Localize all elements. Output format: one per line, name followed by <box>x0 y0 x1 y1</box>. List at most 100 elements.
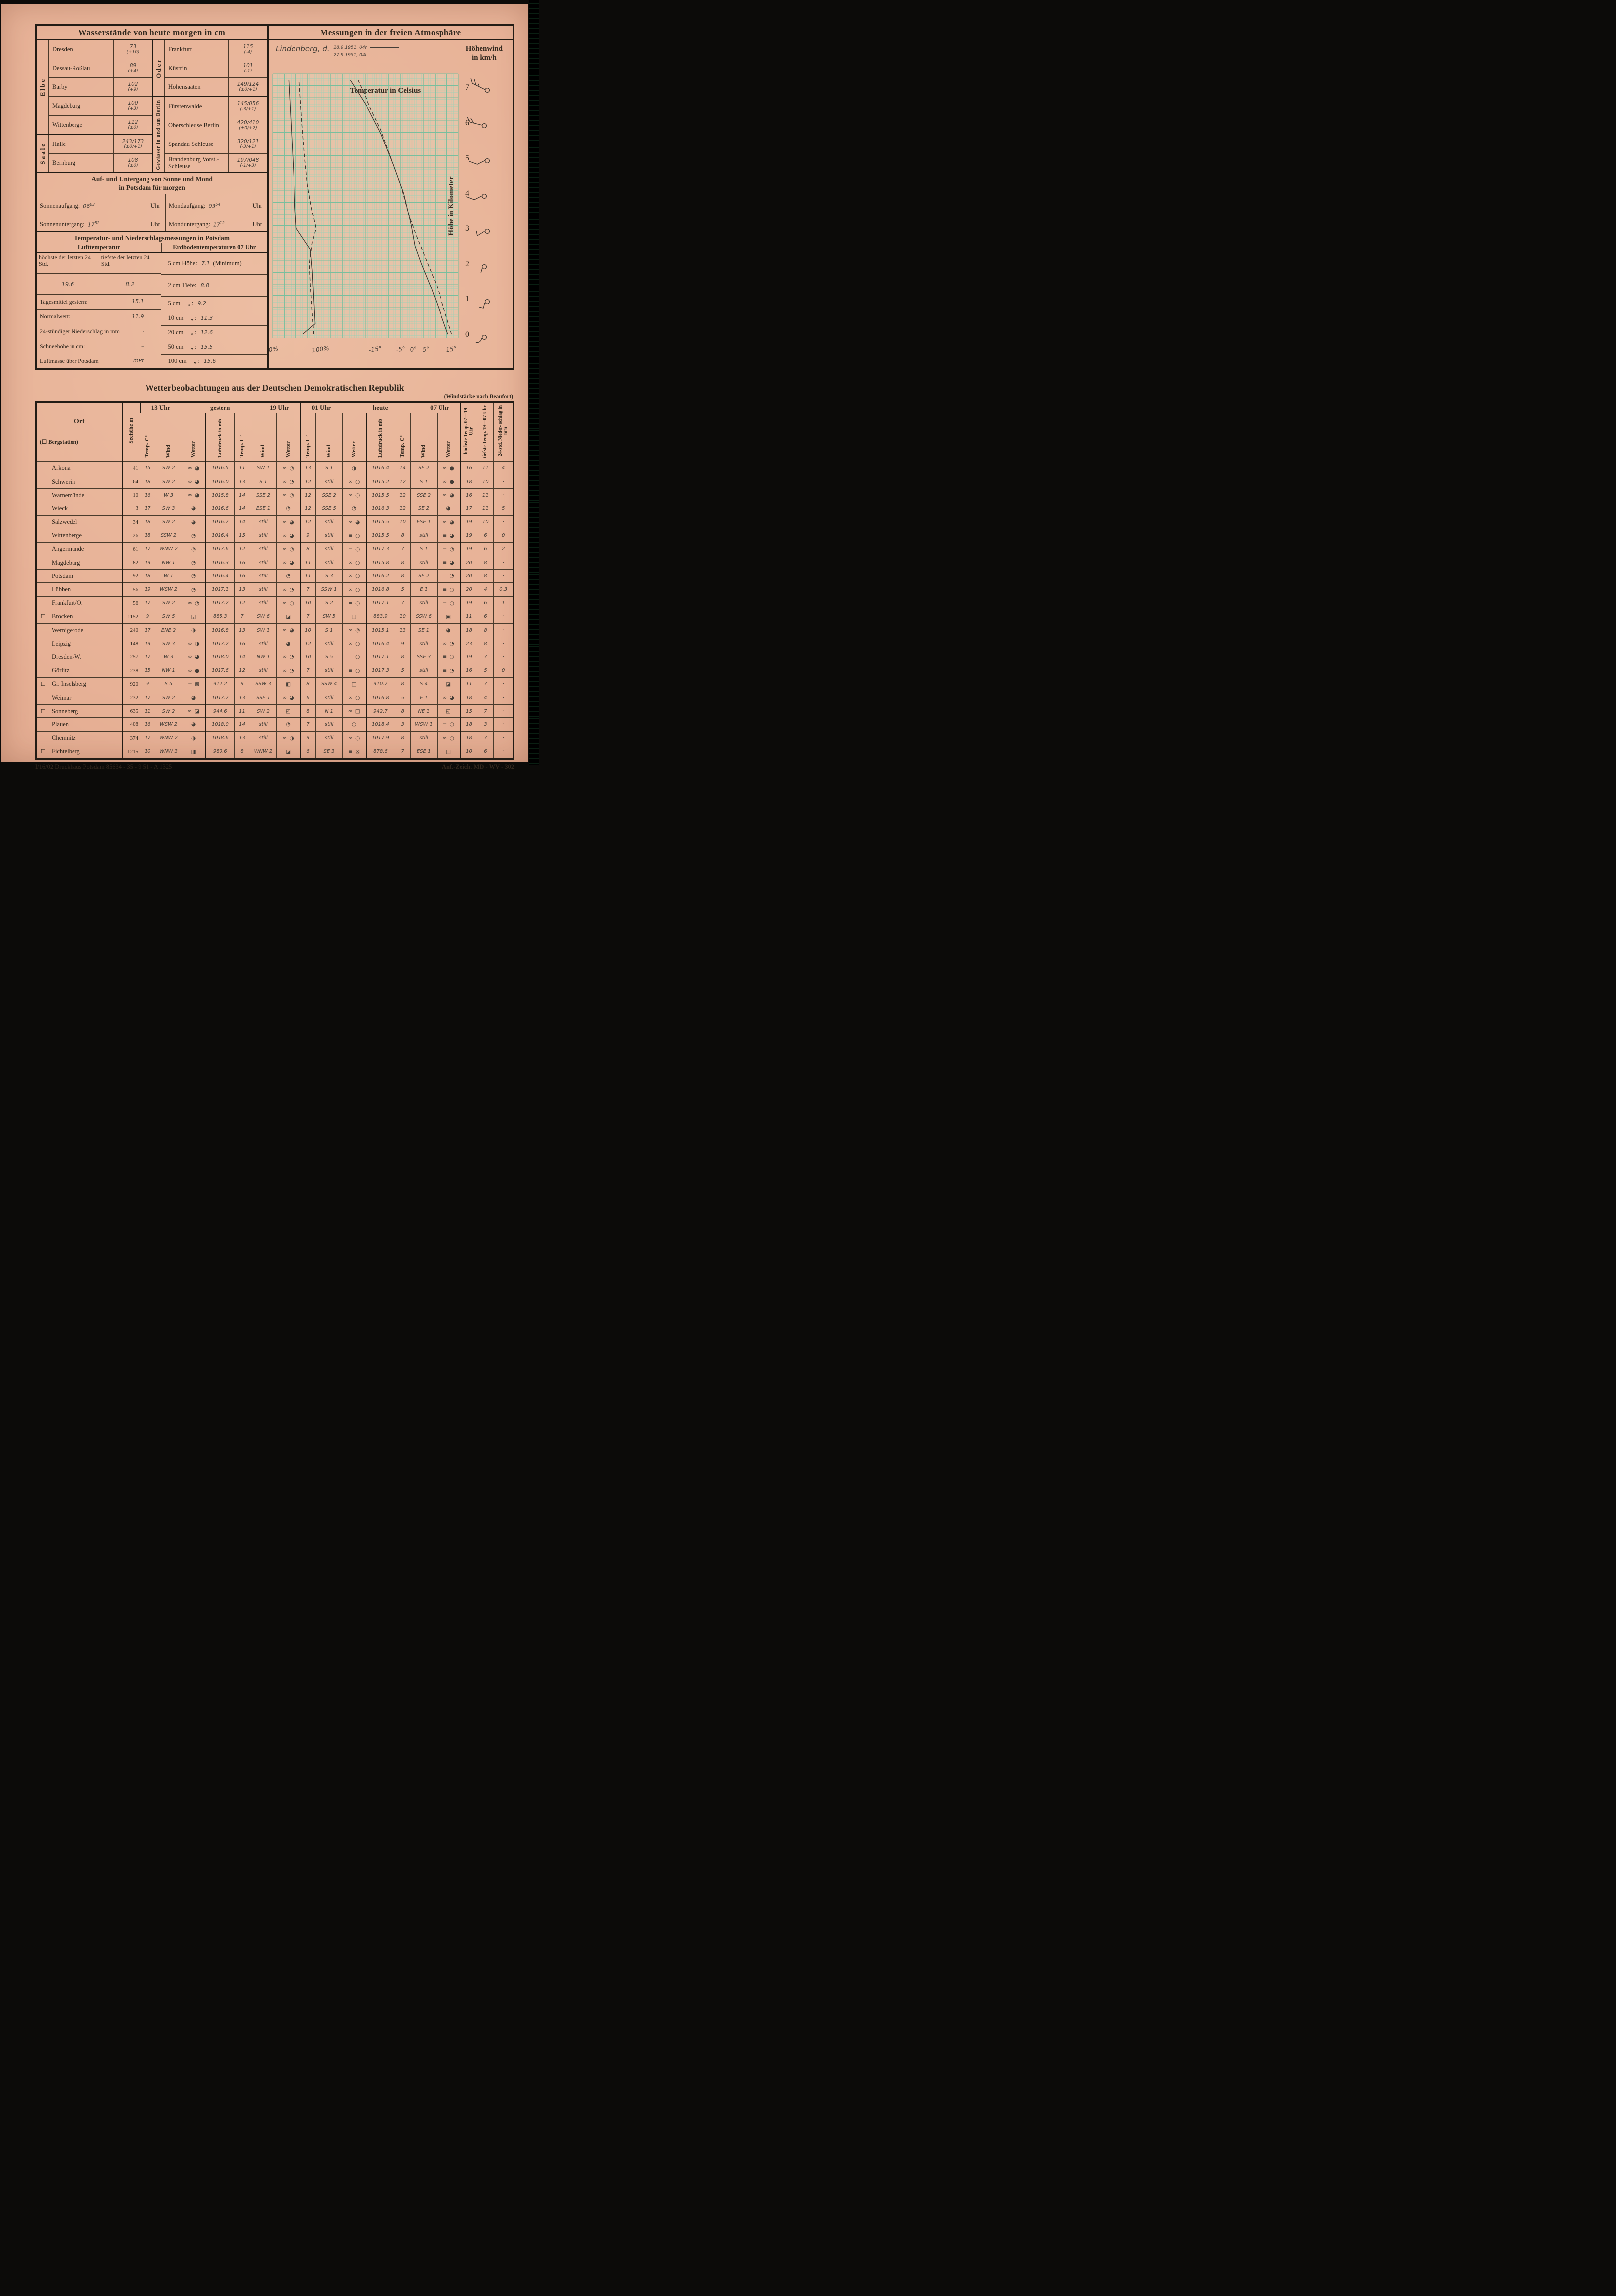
cell-value: still <box>419 641 428 646</box>
luftdruck-heute-cell: 1015.8 <box>366 556 395 570</box>
soil-temp-row-value: 15.5 <box>200 344 213 351</box>
wind-01-cell: still <box>315 718 343 732</box>
height-tick-label: 4 <box>465 189 469 198</box>
wetter-19-cell: ◪ <box>276 744 301 759</box>
wind-07-cell: SE 2 <box>410 461 438 475</box>
station-name-cell: Chemnitz <box>36 731 123 745</box>
gauge-change: (±0) <box>128 163 138 169</box>
cell-value: 8 <box>306 681 310 687</box>
gauge-name: Oberschleuse Berlin <box>168 121 219 129</box>
cell-value: □ <box>351 681 357 687</box>
cell-value: SW 3 <box>162 505 175 511</box>
temp-13-cell: 17 <box>140 731 156 745</box>
gauge-value: 420/410 <box>237 120 259 126</box>
cell-value: ESE 1 <box>416 519 431 525</box>
luftdruck-heute-cell: 1015.5 <box>366 488 395 502</box>
cell-value: 16 <box>144 721 151 727</box>
cell-value: ◕ <box>191 721 197 728</box>
sub-header-label: Temp. C° <box>238 435 245 458</box>
cell-value: 17 <box>144 600 151 606</box>
extreme-header-label: höchste Temp. 07—19 Uhr <box>463 407 474 454</box>
observations-section: Wetterbeobachtungen aus der Deutschen De… <box>35 383 514 760</box>
temp-min-cell: 6 <box>477 609 494 624</box>
cell-value: SSW 4 <box>321 681 337 687</box>
temp-19-cell: 7 <box>234 609 250 624</box>
gauge-change: (+4) <box>128 69 138 74</box>
wind-01-cell: N 1 <box>315 704 343 718</box>
cell-value: 9 <box>306 735 310 741</box>
bergstation-square-icon: ☐ <box>41 749 46 755</box>
gauge-value-cell: 243/173 (±0/+1) <box>113 135 152 153</box>
seehoehe-cell: 61 <box>122 542 141 557</box>
x-tick-label: 100% <box>311 345 329 354</box>
cell-value: 19 <box>144 587 151 593</box>
temp-max-cell: 18 <box>460 718 478 732</box>
luftdruck-gestern-cell: 1016.3 <box>205 556 235 570</box>
water-row: Fürstenwalde 145/056 (-3/+1) <box>165 97 267 116</box>
temp-13-cell: 18 <box>140 569 156 583</box>
cell-value: still <box>324 533 334 539</box>
wind-13-cell: NW 1 <box>155 556 182 570</box>
col-sub-1: Wind <box>155 413 182 462</box>
luftdruck-gestern-cell: 1015.8 <box>205 488 235 502</box>
luftdruck-heute-cell: 1016.4 <box>366 637 395 651</box>
cell-value: 13 <box>239 695 245 701</box>
soil-temp-row: 10 cm „ :11.3 <box>161 310 267 325</box>
station-name-cell: Angermünde <box>36 542 123 557</box>
ditto-mark: „ : <box>190 329 197 336</box>
legend-entry-solid: 28.9.1951, 04h <box>333 45 368 50</box>
air-temp-row-value: 11.9 <box>132 313 144 320</box>
potsdam-body: höchste der letzten 24 Std. tiefste der l… <box>37 253 267 368</box>
station-row: Weimar 232 17 SW 2 ◕ 1017.7 13 SSE 1 ∞ ◕ 6 still ∞ … <box>36 690 514 705</box>
cell-value: 20 <box>466 587 472 593</box>
wetter-01-cell: ∞ ◕ <box>342 515 367 529</box>
temp-13-cell: 17 <box>140 502 156 516</box>
luftdruck-gestern-cell: 1018.0 <box>205 718 235 732</box>
cell-value: 1016.3 <box>371 505 389 511</box>
temp-19-cell: 13 <box>234 731 250 745</box>
sun-moon-time: 0354 <box>208 202 220 210</box>
cell-value: 1018.4 <box>371 721 389 727</box>
cell-value: · <box>502 573 504 579</box>
wind-barb-icon <box>469 158 490 165</box>
temp-01-cell: 12 <box>299 488 316 502</box>
wetter-07-cell: ◕ <box>437 623 461 638</box>
cell-value: = ◔ <box>442 573 455 579</box>
imprint-row: I/16/02 Druckhaus Potsdam 85634 - 35 - 9… <box>35 763 514 771</box>
cell-value: 11 <box>482 505 489 511</box>
cell-value: ≡ ⊠ <box>188 681 200 687</box>
seehoehe-cell: 10 <box>122 488 141 502</box>
temp-max-cell: 20 <box>460 556 478 570</box>
wind-13-cell: SW 2 <box>155 515 182 529</box>
wetter-13-cell: ∞ ◕ <box>182 461 206 475</box>
luftdruck-heute-cell: 1016.3 <box>366 502 395 516</box>
station-name: Görlitz <box>52 667 70 674</box>
cell-value: 4 <box>502 465 505 471</box>
sun-moon-title-line1: Auf- und Untergang von Sonne und Mond <box>91 175 213 183</box>
temp-19-cell: 16 <box>234 556 250 570</box>
col-sub-6: Wetter <box>276 413 301 462</box>
wind-07-cell: ESE 1 <box>410 515 438 529</box>
water-row: Hohensaaten 149/124 (±0/+1) <box>165 77 267 96</box>
cell-value: · <box>502 654 504 660</box>
temp-19-cell: 14 <box>234 650 250 664</box>
temp-07-cell: 7 <box>394 596 411 610</box>
station-row: ☐ Brocken 1152 9 SW 5 ◱ 885.3 7 SW 6 ◪ 7 SW 5 ◰ 883.9… <box>36 609 514 624</box>
time-minutes: 52 <box>94 221 100 226</box>
wind-19-cell: S 1 <box>249 474 277 489</box>
water-group: Gewässer in und um Berlin Fürstenwalde 145… <box>153 96 267 172</box>
cell-value: 16 <box>239 641 245 646</box>
cell-value: 11 <box>305 560 311 566</box>
cell-value: ∞ ◕ <box>282 560 294 566</box>
cell-value: · <box>502 681 504 687</box>
air-temp-row-label: Normalwert: <box>40 313 71 320</box>
temp-01-cell: 6 <box>299 744 316 759</box>
wetter-13-cell: ◑ <box>182 623 206 638</box>
station-name-cell: Lübben <box>36 582 123 597</box>
niederschlag-cell: · <box>493 609 514 624</box>
cell-value: 1017.9 <box>371 735 389 741</box>
wetter-01-cell: ∞ ○ <box>342 474 367 489</box>
cell-value: · <box>502 721 504 727</box>
ditto-mark: „ : <box>187 300 194 307</box>
wind-19-cell: still <box>249 542 277 557</box>
